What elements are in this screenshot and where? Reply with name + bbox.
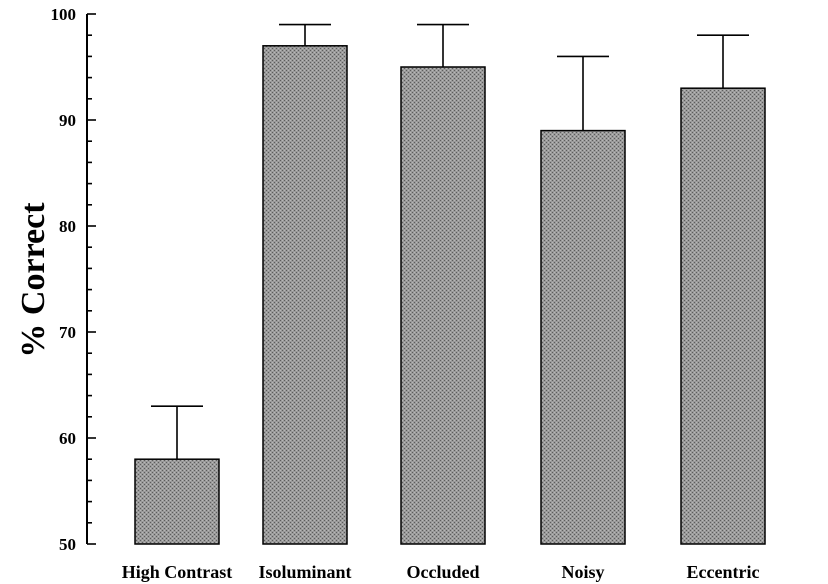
- category-label: Occluded: [406, 562, 479, 582]
- y-ticks: 50 60 70 80 90 100: [51, 5, 96, 554]
- category-label: Eccentric: [687, 562, 760, 582]
- category-label: Isoluminant: [258, 562, 351, 582]
- bar: [540, 129, 626, 545]
- y-axis-title: % Correct: [15, 202, 52, 358]
- category-label: Noisy: [561, 562, 604, 582]
- bar: [262, 45, 348, 545]
- y-tick-label: 80: [59, 217, 76, 236]
- category-labels: High Contrast Isoluminant Occluded Noisy Ecc…: [122, 562, 760, 582]
- y-tick-label: 60: [59, 429, 76, 448]
- bar: [134, 458, 220, 545]
- category-label: High Contrast: [122, 562, 233, 582]
- bar: [680, 87, 766, 545]
- bar: [400, 66, 486, 545]
- y-tick-label: 70: [59, 323, 76, 342]
- y-tick-label: 100: [51, 5, 77, 24]
- y-tick-label: 50: [59, 535, 76, 554]
- error-bars: [151, 23, 749, 460]
- bars: [134, 45, 766, 545]
- y-tick-label: 90: [59, 111, 76, 130]
